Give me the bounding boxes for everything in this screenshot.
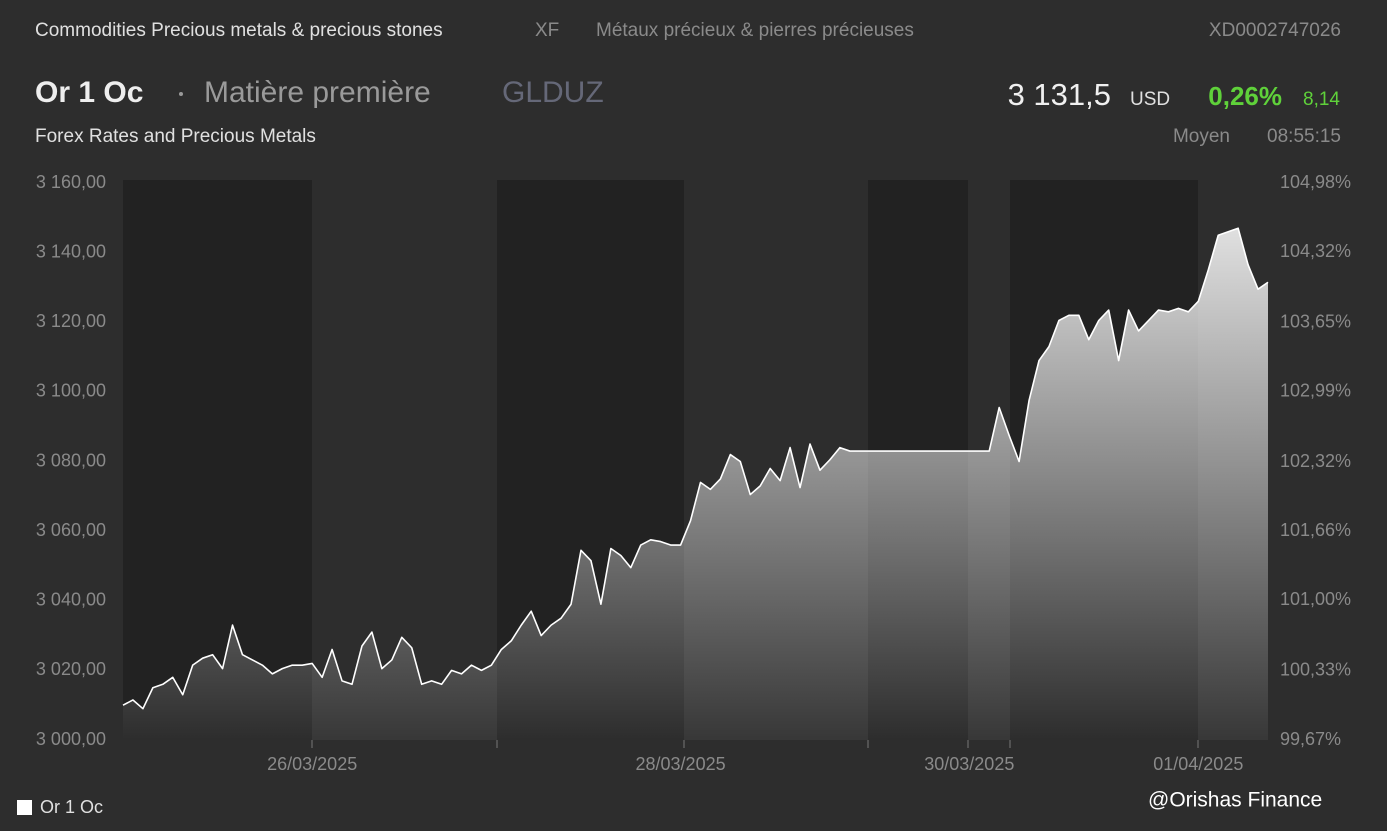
sector-fr: Métaux précieux & pierres précieuses (596, 20, 914, 41)
y-tick-label: 3 160,00 (36, 172, 106, 192)
y2-tick-label: 101,66% (1280, 520, 1351, 540)
x-tick-label: 28/03/2025 (636, 754, 726, 774)
change-pct: 0,26% (1208, 81, 1282, 111)
y-tick-label: 3 060,00 (36, 520, 106, 540)
ticker: GLDUZ (502, 76, 604, 109)
area (123, 228, 1268, 740)
y-tick-label: 3 080,00 (36, 450, 106, 470)
y2-tick-label: 99,67% (1280, 729, 1341, 749)
legend-swatch (17, 800, 32, 815)
y2-tick-label: 104,98% (1280, 172, 1351, 192)
y2-tick-label: 104,32% (1280, 241, 1351, 261)
y-tick-label: 3 000,00 (36, 729, 106, 749)
y-tick-label: 3 120,00 (36, 311, 106, 331)
x-tick-label: 26/03/2025 (267, 754, 357, 774)
time: 08:55:15 (1267, 126, 1341, 147)
session-band (123, 180, 312, 740)
y2-tick-label: 102,32% (1280, 451, 1351, 471)
y2-tick-label: 103,65% (1280, 311, 1351, 331)
line (122, 227, 1269, 710)
y-tick-label: 3 140,00 (36, 241, 106, 261)
code: XF (535, 20, 559, 41)
y-tick-label: 3 040,00 (36, 590, 106, 610)
instrument-name: Or 1 Oc (35, 76, 143, 109)
source: Forex Rates and Precious Metals (35, 126, 316, 147)
y2-tick-label: 101,00% (1280, 589, 1351, 609)
separator (179, 92, 183, 96)
watermark: @Orishas Finance (1148, 789, 1322, 812)
y2-tick-label: 100,33% (1280, 660, 1351, 680)
price: 3 131,5 (1008, 77, 1111, 112)
y2-tick-label: 102,99% (1280, 380, 1351, 400)
currency: USD (1130, 89, 1170, 110)
instrument-kind: Matière première (204, 76, 431, 109)
isin: XD0002747026 (1209, 20, 1341, 41)
x-tick-label: 30/03/2025 (924, 754, 1014, 774)
legend-label: Or 1 Oc (40, 797, 103, 817)
sector: Commodities Precious metals & precious s… (35, 20, 443, 41)
y-tick-label: 3 020,00 (36, 659, 106, 679)
change: 8,14 (1303, 89, 1340, 110)
price-type: Moyen (1173, 126, 1230, 147)
x-axis-ticks (311, 740, 1199, 748)
x-tick-label: 01/04/2025 (1153, 754, 1243, 774)
y-tick-label: 3 100,00 (36, 381, 106, 401)
